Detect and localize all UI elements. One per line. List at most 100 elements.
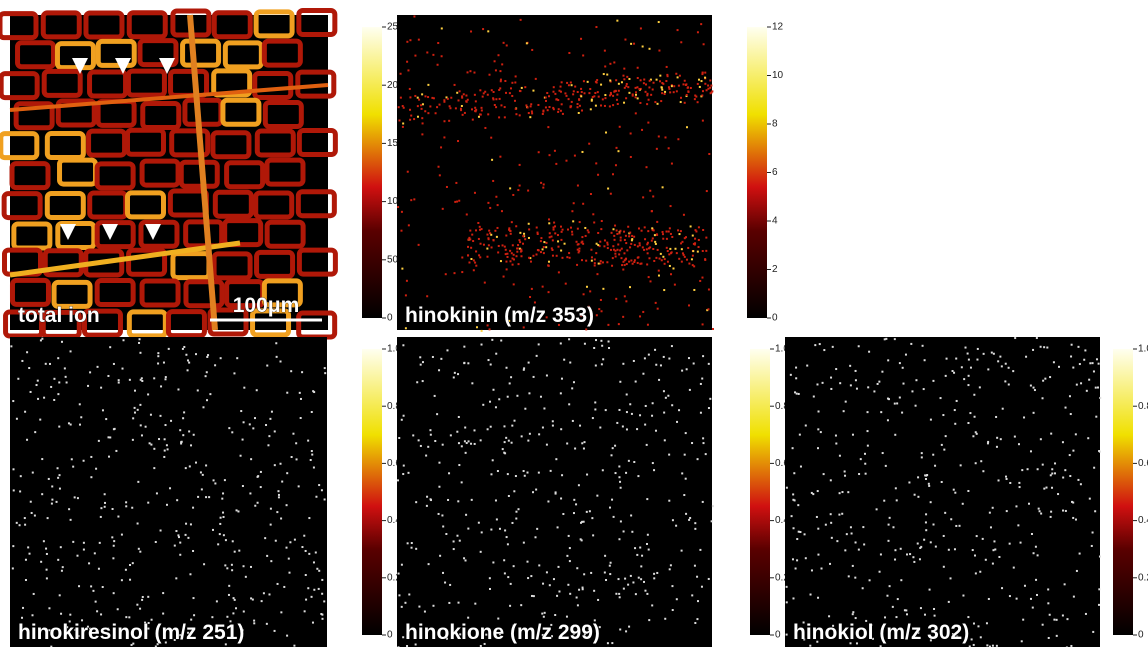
signal-dot: [529, 116, 531, 118]
signal-dot: [658, 21, 660, 23]
signal-dot: [1070, 355, 1072, 357]
signal-dot: [553, 86, 555, 88]
signal-dot: [543, 241, 545, 243]
signal-dot: [1040, 438, 1042, 440]
signal-dot: [79, 403, 81, 405]
signal-dot: [681, 261, 683, 263]
signal-dot: [520, 255, 522, 257]
signal-dot: [656, 572, 658, 574]
signal-dot: [1022, 619, 1024, 621]
signal-dot: [507, 473, 509, 475]
signal-dot: [706, 190, 708, 192]
signal-dot: [1066, 618, 1068, 620]
signal-dot: [422, 103, 424, 105]
signal-dot: [794, 391, 796, 393]
signal-dot: [562, 513, 564, 515]
signal-dot: [968, 359, 970, 361]
signal-dot: [635, 91, 637, 93]
signal-dot: [692, 255, 694, 257]
signal-dot: [190, 523, 192, 525]
signal-dot: [604, 50, 606, 52]
signal-dot: [200, 471, 202, 473]
signal-dot: [618, 476, 620, 478]
signal-dot: [313, 391, 315, 393]
signal-dot: [524, 408, 526, 410]
signal-dot: [649, 48, 651, 50]
signal-dot: [293, 645, 295, 647]
signal-dot: [626, 83, 628, 85]
signal-dot: [649, 80, 651, 82]
signal-dot: [164, 438, 166, 440]
signal-dot: [880, 411, 882, 413]
signal-dot: [292, 433, 294, 435]
signal-dot: [543, 616, 545, 618]
signal-dot: [658, 50, 660, 52]
signal-dot: [932, 380, 934, 382]
signal-dot: [142, 596, 144, 598]
signal-dot: [671, 163, 673, 165]
signal-dot: [134, 407, 136, 409]
signal-dot: [499, 70, 501, 72]
signal-dot: [131, 507, 133, 509]
signal-dot: [266, 365, 268, 367]
signal-dot: [498, 245, 500, 247]
signal-dot: [137, 481, 139, 483]
signal-dot: [532, 90, 534, 92]
signal-dot: [930, 501, 932, 503]
signal-dot: [1057, 493, 1059, 495]
signal-dot: [616, 422, 618, 424]
signal-dot: [635, 94, 637, 96]
signal-dot: [441, 514, 443, 516]
signal-dot: [57, 393, 59, 395]
signal-dot: [409, 88, 411, 90]
signal-dot: [214, 482, 216, 484]
signal-dot: [496, 236, 498, 238]
signal-dot: [605, 579, 607, 581]
signal-dot: [415, 548, 417, 550]
colorbar-tick-label: 1.0: [1138, 344, 1148, 355]
signal-dot: [708, 153, 710, 155]
signal-dot: [286, 547, 288, 549]
signal-dot: [580, 88, 582, 90]
signal-dot: [577, 604, 579, 606]
signal-dot: [1070, 413, 1072, 415]
signal-dot: [791, 515, 793, 517]
signal-dot: [177, 388, 179, 390]
colorbar-tick-label: 0: [1138, 630, 1144, 641]
signal-dot: [795, 367, 797, 369]
signal-dot: [26, 351, 28, 353]
signal-dot: [132, 439, 134, 441]
signal-dot: [639, 244, 641, 246]
signal-dot: [796, 559, 798, 561]
signal-dot: [594, 258, 596, 260]
signal-dot: [867, 445, 869, 447]
signal-dot: [87, 385, 89, 387]
signal-dot: [147, 502, 149, 504]
signal-dot: [488, 359, 490, 361]
signal-dot: [178, 536, 180, 538]
signal-dot: [620, 237, 622, 239]
signal-dot: [704, 259, 706, 261]
signal-dot: [975, 572, 977, 574]
signal-dot: [36, 384, 38, 386]
signal-dot: [438, 462, 440, 464]
signal-dot: [611, 265, 613, 267]
signal-dot: [113, 540, 115, 542]
signal-dot: [1032, 607, 1034, 609]
signal-dot: [623, 78, 625, 80]
signal-dot: [511, 82, 513, 84]
signal-dot: [555, 163, 557, 165]
signal-dot: [487, 94, 489, 96]
signal-dot: [295, 442, 297, 444]
signal-dot: [610, 193, 612, 195]
signal-dot: [158, 438, 160, 440]
signal-dot: [503, 276, 505, 278]
signal-dot: [656, 234, 658, 236]
signal-dot: [482, 96, 484, 98]
signal-dot: [324, 498, 326, 500]
signal-dot: [424, 110, 426, 112]
signal-dot: [408, 224, 410, 226]
signal-dot: [492, 561, 494, 563]
colorbar: [362, 27, 382, 318]
signal-dot: [626, 411, 628, 413]
